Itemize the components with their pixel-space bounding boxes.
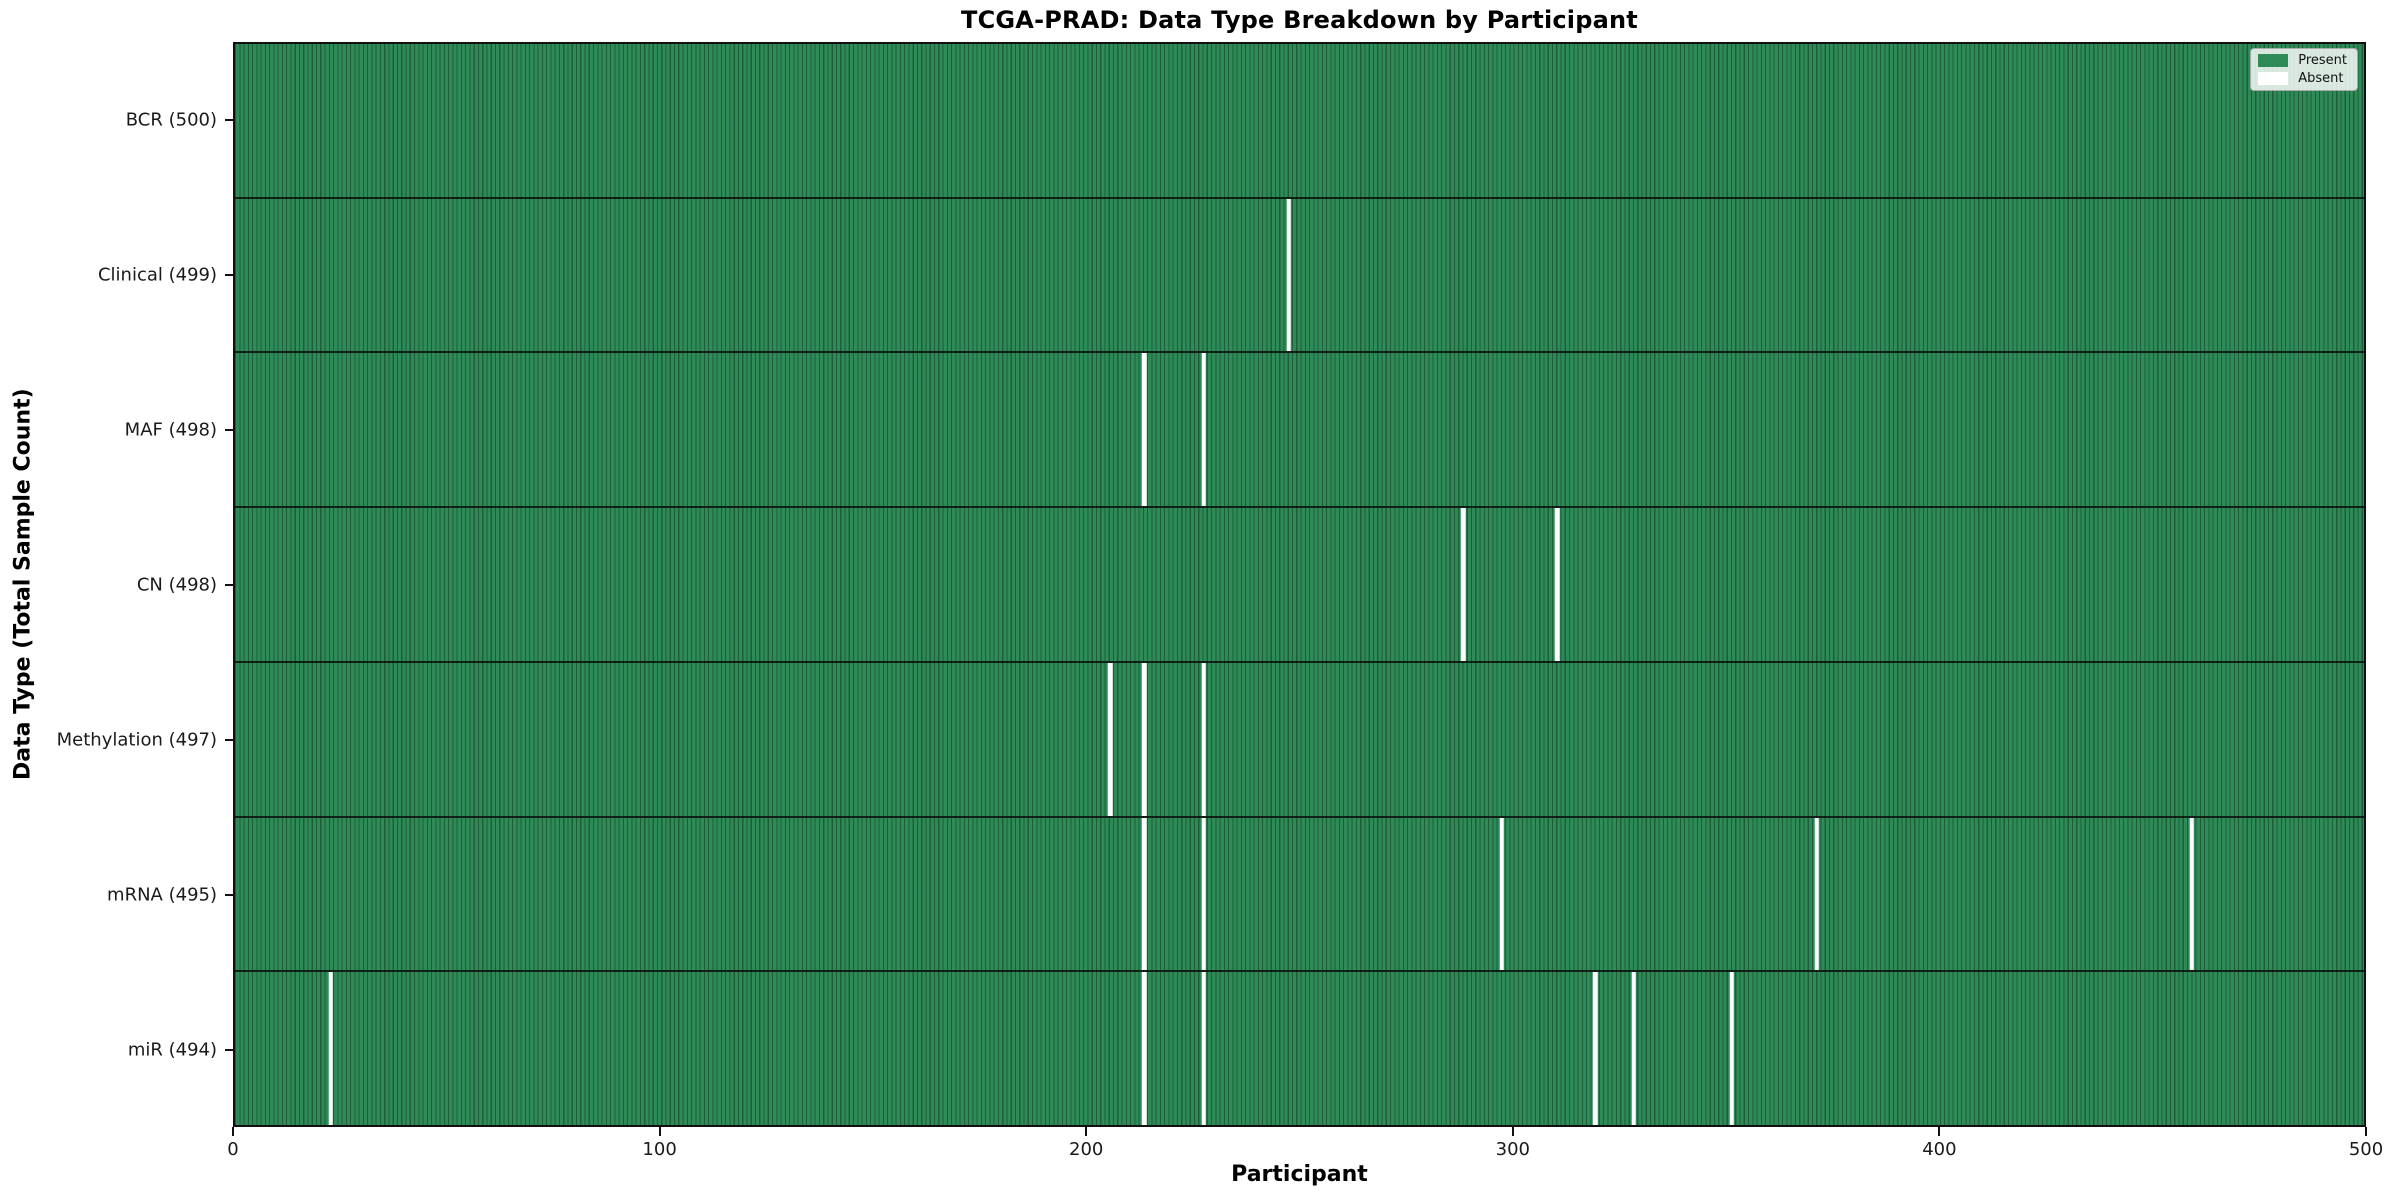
- absent-cell: [1141, 662, 1147, 816]
- legend-item-absent: Absent: [2258, 72, 2347, 85]
- absent-cell: [1141, 817, 1147, 971]
- heatmap-row-cn: [235, 508, 2364, 663]
- x-tick-label: 200: [1069, 1139, 1104, 1160]
- y-tick-label: mRNA (495): [107, 884, 217, 905]
- absent-cell: [1499, 817, 1504, 971]
- heatmap-row-clinical: [235, 198, 2364, 354]
- legend-item-present: Present: [2258, 54, 2347, 67]
- absent-cell: [1201, 972, 1206, 1126]
- y-tick-mark: [225, 893, 233, 896]
- x-tick-label: 400: [1922, 1139, 1957, 1160]
- absent-cell: [328, 972, 334, 1126]
- absent-cell: [1141, 353, 1147, 507]
- heatmap-row-maf: [235, 353, 2364, 509]
- y-tick-label: Clinical (499): [97, 264, 217, 285]
- x-tick-mark: [232, 1127, 234, 1136]
- x-tick-label: 100: [642, 1139, 677, 1160]
- chart-title: TCGA-PRAD: Data Type Breakdown by Partic…: [961, 6, 1638, 34]
- x-tick-label: 300: [1495, 1139, 1530, 1160]
- x-axis-ticks: 0 100 200 300 400 500: [227, 1127, 2383, 1171]
- absent-cell: [2189, 817, 2194, 971]
- absent-cell: [1286, 198, 1292, 352]
- absent-cell: [1201, 817, 1206, 971]
- absent-cell: [1201, 662, 1206, 816]
- heatmap-row-mir: [235, 972, 2364, 1126]
- x-tick-label: 0: [227, 1139, 239, 1160]
- legend-label-absent: Absent: [2298, 71, 2344, 86]
- y-tick-label: miR (494): [127, 1039, 217, 1060]
- absent-cell: [1461, 508, 1466, 661]
- y-tick-mark: [225, 738, 233, 741]
- absent-cell: [1729, 972, 1734, 1126]
- y-tick-label: CN (498): [136, 574, 217, 595]
- x-tick-mark: [2365, 1127, 2367, 1136]
- absent-cell: [1593, 972, 1598, 1126]
- y-tick-label: BCR (500): [125, 109, 217, 130]
- x-tick-mark: [1511, 1127, 1514, 1136]
- absent-cell: [1107, 662, 1113, 816]
- absent-cell: [1201, 353, 1206, 507]
- y-axis-ticks: BCR (500) Clinical (499) MAF (498) CN (498)…: [0, 42, 233, 1127]
- y-tick-mark: [225, 583, 233, 586]
- y-tick-mark: [225, 1048, 233, 1051]
- plot-area: Present Absent: [233, 42, 2366, 1127]
- y-tick-mark: [225, 428, 233, 431]
- present-swatch-icon: [2258, 54, 2289, 67]
- x-tick-label: 500: [2348, 1139, 2384, 1160]
- legend: Present Absent: [2250, 48, 2358, 91]
- absent-cell: [1141, 972, 1147, 1126]
- x-tick-mark: [1938, 1127, 1941, 1136]
- heatmap-row-mrna: [235, 817, 2364, 973]
- y-tick-label: MAF (498): [124, 419, 217, 440]
- x-tick-mark: [658, 1127, 661, 1136]
- y-tick-label: Methylation (497): [56, 729, 217, 750]
- heatmap-row-methylation: [235, 662, 2364, 818]
- absent-cell: [1814, 817, 1820, 971]
- heatmap-rows: [235, 44, 2364, 1126]
- heatmap-row-bcr: [235, 44, 2364, 199]
- y-tick-mark: [225, 118, 233, 121]
- y-tick-mark: [225, 273, 233, 276]
- absent-cell: [1554, 508, 1560, 661]
- absent-swatch-icon: [2258, 72, 2289, 85]
- absent-cell: [1631, 972, 1636, 1126]
- x-tick-mark: [1085, 1127, 1088, 1136]
- legend-label-present: Present: [2298, 53, 2347, 68]
- x-axis-title: Participant: [1231, 1162, 1368, 1187]
